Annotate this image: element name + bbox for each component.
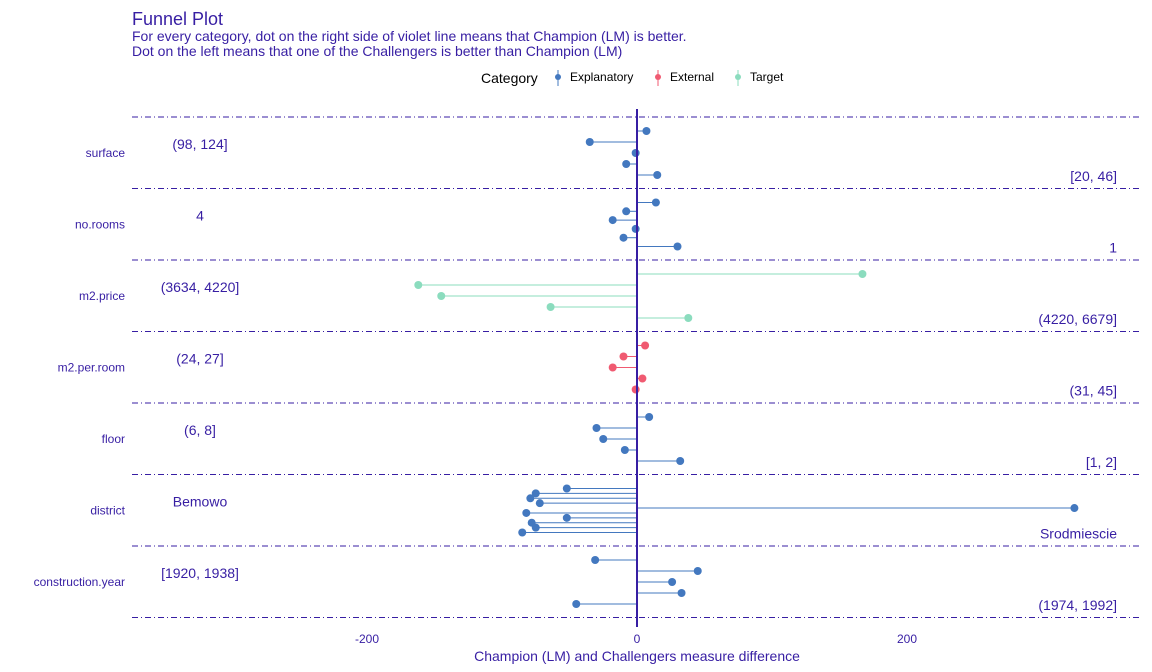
annotation-right: (1974, 1992] [1038, 597, 1117, 613]
lollipop-dot [437, 292, 446, 300]
x-tick-label: 200 [897, 632, 917, 646]
lollipop-dot [693, 567, 702, 575]
lollipop-dot [546, 303, 555, 311]
group-floor: floor (6, 8] [1, 2] [102, 413, 1117, 470]
lollipop-dot [638, 374, 647, 383]
legend: Category Explanatory External Target [481, 70, 784, 86]
lollipop-dot [631, 224, 640, 233]
lollipop-dot [592, 424, 601, 432]
lollipop-dot [622, 160, 631, 168]
lollipop-dot [562, 484, 571, 493]
x-axis-label: Champion (LM) and Challengers measure di… [474, 648, 800, 664]
x-tick-label: -200 [355, 632, 379, 646]
lollipop-dot [642, 127, 651, 135]
lollipop-dot [531, 523, 540, 532]
lollipop-dot [619, 352, 628, 361]
annotation-left: Bemowo [173, 494, 228, 510]
annotation-right: 1 [1109, 240, 1117, 256]
lollipop-dot [620, 446, 629, 454]
annotation-left: 4 [196, 208, 204, 224]
lollipop-dot [673, 242, 682, 251]
lollipop-dot [619, 233, 628, 242]
lollipop-dot [591, 556, 600, 564]
annotation-left: [1920, 1938] [161, 565, 239, 581]
lollipop-dot [645, 413, 654, 421]
chart-title: Funnel Plot [132, 9, 223, 29]
annotation-right: (4220, 6679] [1038, 311, 1117, 327]
legend-key-dot [655, 74, 661, 80]
lollipop-dot [631, 149, 640, 157]
annotation-left: (3634, 4220] [161, 279, 240, 295]
annotation-right: [20, 46] [1070, 168, 1117, 184]
annotation-left: (98, 124] [172, 136, 227, 152]
group-no-rooms: no.rooms 4 1 [75, 198, 1117, 256]
chart-subtitle-line-2: Dot on the left means that one of the Ch… [132, 43, 622, 59]
annotation-left: (24, 27] [176, 351, 223, 367]
group-m2-price: m2.price (3634, 4220] (4220, 6679] [79, 270, 1117, 327]
lollipop-dot [518, 528, 527, 537]
lollipop-dot [676, 457, 685, 465]
legend-item-target: Target [735, 70, 784, 86]
lollipop-dot [531, 489, 540, 498]
legend-label: Target [750, 70, 784, 84]
y-tick-label: m2.per.room [58, 360, 125, 374]
lollipop-dot [526, 494, 535, 503]
lollipop-dot [414, 281, 423, 289]
chart-subtitle-line-1: For every category, dot on the right sid… [132, 28, 687, 44]
legend-key-dot [735, 74, 741, 80]
annotation-left: (6, 8] [184, 422, 216, 438]
lollipop-dot [858, 270, 867, 278]
y-tick-label: floor [102, 432, 125, 446]
group-m2-per-room: m2.per.room (24, 27] (31, 45] [58, 341, 1117, 399]
lollipop-dot [608, 363, 617, 372]
lollipop-dot [677, 589, 686, 597]
x-axis: Champion (LM) and Challengers measure di… [355, 632, 917, 664]
lollipop-dot [641, 341, 650, 350]
lollipop-dot [653, 171, 662, 179]
lollipop-dot [651, 198, 660, 207]
y-tick-label: no.rooms [75, 217, 125, 231]
legend-title: Category [481, 70, 538, 86]
annotation-right: [1, 2] [1086, 454, 1117, 470]
plot-area: surface (98, 124] [20, 46] no.rooms 4 1 m2.pri… [34, 109, 1142, 627]
lollipop-dot [522, 508, 531, 517]
lollipop-dot [608, 216, 617, 225]
lollipop-dot [562, 513, 571, 522]
group-surface: surface (98, 124] [20, 46] [86, 127, 1117, 184]
legend-key-dot [555, 74, 561, 80]
annotation-right: Srodmiescie [1040, 526, 1117, 542]
annotation-right: (31, 45] [1070, 383, 1117, 399]
lollipop-dot [572, 600, 581, 608]
y-tick-label: m2.price [79, 289, 125, 303]
y-tick-label: surface [86, 146, 126, 160]
legend-label: Explanatory [570, 70, 633, 84]
lollipop-dot [622, 207, 631, 216]
lollipop-dot [599, 435, 608, 443]
y-tick-label: construction.year [34, 575, 125, 589]
group-district: district Bemowo Srodmiescie [90, 484, 1117, 542]
lollipop-dot [668, 578, 677, 586]
y-tick-label: district [90, 503, 125, 517]
group-construction-year: construction.year [1920, 1938] (1974, 1992… [34, 556, 1117, 613]
legend-item-explanatory: Explanatory [555, 70, 633, 86]
legend-label: External [670, 70, 714, 84]
lollipop-dot [1070, 504, 1079, 513]
lollipop-dot [585, 138, 594, 146]
lollipop-dot [684, 314, 693, 322]
legend-item-external: External [655, 70, 714, 86]
lollipop-dot [631, 385, 640, 394]
x-tick-label: 0 [634, 632, 641, 646]
lollipop-dot [535, 499, 544, 508]
